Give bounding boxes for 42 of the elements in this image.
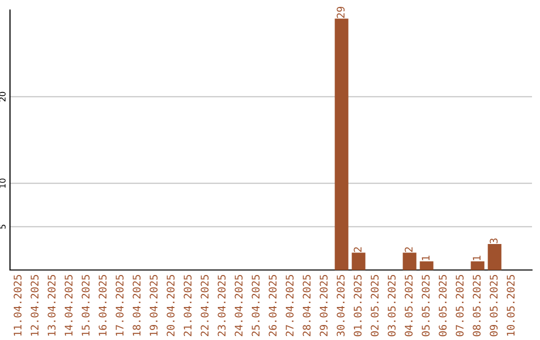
data-label: 1 — [472, 256, 480, 260]
x-tick-label: 24.04.2025 — [234, 275, 243, 336]
x-tick-label: 19.04.2025 — [150, 275, 158, 336]
x-tick-label: 17.04.2025 — [116, 275, 124, 336]
x-tick-label: 06.05.2025 — [438, 275, 447, 336]
x-tick-label: 27.04.2025 — [286, 275, 294, 336]
bar — [420, 261, 434, 270]
x-tick-label: 21.04.2025 — [184, 275, 192, 336]
x-tick-label: 08.05.2025 — [472, 275, 481, 336]
x-tick-label: 30.04.2025 — [336, 275, 345, 336]
x-tick-label: 12.04.2025 — [30, 275, 39, 336]
x-tick-label: 18.04.2025 — [132, 275, 141, 336]
x-tick-label: 05.05.2025 — [422, 275, 430, 336]
x-tick-label: 01.05.2025 — [354, 275, 362, 336]
x-tick-label: 13.04.2025 — [48, 275, 56, 336]
x-tick-label: 09.05.2025 — [490, 275, 498, 336]
data-label: 1 — [422, 256, 430, 260]
x-tick-label: 07.05.2025 — [456, 275, 464, 336]
x-tick-label: 25.04.2025 — [252, 275, 260, 336]
x-tick-label: 23.04.2025 — [218, 275, 226, 336]
x-tick-label: 11.04.2025 — [14, 275, 22, 336]
bar — [352, 252, 366, 270]
x-tick-label: 29.04.2025 — [320, 275, 328, 336]
x-tick-label: 16.04.2025 — [98, 275, 107, 336]
x-tick-label: 03.05.2025 — [388, 275, 396, 336]
x-tick-label: 14.04.2025 — [64, 275, 73, 336]
x-tick-label: 15.04.2025 — [82, 275, 90, 336]
x-tick-label: 20.04.2025 — [166, 275, 175, 336]
data-label: 29 — [336, 6, 345, 18]
x-tick-label: 28.04.2025 — [302, 275, 311, 336]
x-tick-label: 22.04.2025 — [200, 275, 209, 336]
bar — [470, 261, 484, 270]
bar — [488, 244, 502, 270]
x-tick-label: 04.05.2025 — [404, 275, 413, 336]
data-label: 2 — [354, 247, 362, 252]
bar — [334, 18, 348, 270]
x-tick-label: 10.05.2025 — [506, 275, 515, 336]
bar — [402, 252, 416, 270]
x-tick-label: 02.05.2025 — [370, 275, 379, 336]
data-label: 2 — [404, 247, 412, 252]
data-label: 3 — [490, 238, 498, 244]
x-tick-label: 26.04.2025 — [268, 275, 277, 336]
